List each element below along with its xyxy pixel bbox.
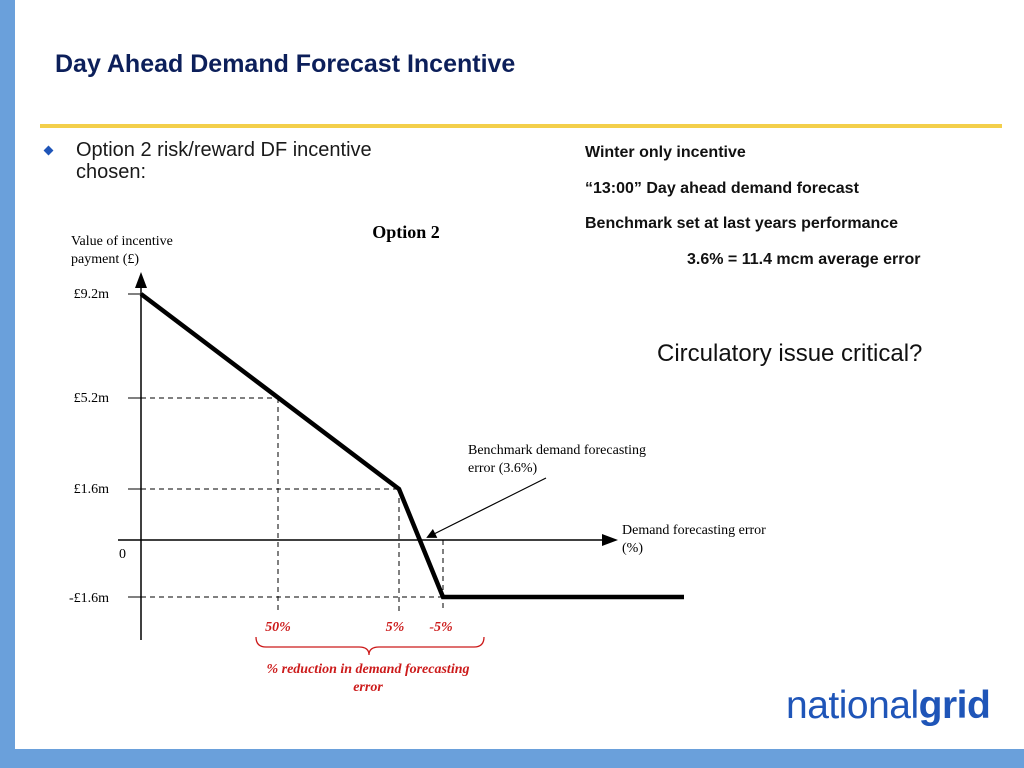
bottom-accent-bar xyxy=(0,749,1024,768)
bullet-text: Option 2 risk/reward DF incentive chosen… xyxy=(76,139,372,183)
incentive-curve xyxy=(139,292,684,600)
origin-label: 0 xyxy=(119,547,126,562)
x-marker-label: -5% xyxy=(429,620,452,635)
y-tick-label: -£1.6m xyxy=(69,591,109,606)
title-divider xyxy=(40,124,1002,128)
x-axis-arrowhead-icon xyxy=(602,534,618,546)
benchmark-label-line2: error (3.6%) xyxy=(468,461,538,476)
logo-text-grid: grid xyxy=(918,684,991,727)
logo-text-national: national xyxy=(786,684,919,727)
note-benchmark: Benchmark set at last years performance xyxy=(585,215,899,232)
x-marker-label: 50% xyxy=(265,620,291,635)
y-tick-label: £5.2m xyxy=(74,391,110,406)
national-grid-logo: nationalgrid xyxy=(786,684,991,728)
diagram-title: Option 2 xyxy=(372,222,440,242)
y-axis-arrowhead-icon xyxy=(135,272,147,288)
brace-label-line2: error xyxy=(353,680,383,695)
y-axis-label-line1: Value of incentive xyxy=(71,234,173,249)
left-accent-bar xyxy=(0,0,15,768)
benchmark-label-line1: Benchmark demand forecasting xyxy=(468,443,646,458)
circulatory-question: Circulatory issue critical? xyxy=(657,340,923,367)
y-tick-label: £9.2m xyxy=(74,287,110,302)
red-curly-brace xyxy=(255,636,485,656)
x-marker-label: 5% xyxy=(386,620,405,635)
x-axis-label-line2: (%) xyxy=(622,541,643,556)
note-winter-only: Winter only incentive xyxy=(585,144,746,161)
brace-label-line1: % reduction in demand forecasting xyxy=(266,662,469,677)
y-tick-label: £1.6m xyxy=(74,482,110,497)
note-day-ahead-forecast: “13:00” Day ahead demand forecast xyxy=(585,180,859,197)
x-axis-label-line1: Demand forecasting error xyxy=(622,523,766,538)
note-average-error: 3.6% = 11.4 mcm average error xyxy=(687,251,921,268)
slide-title: Day Ahead Demand Forecast Incentive xyxy=(55,50,516,78)
y-axis-label-line2: payment (£) xyxy=(71,252,139,267)
benchmark-pointer-arrow xyxy=(426,477,547,538)
